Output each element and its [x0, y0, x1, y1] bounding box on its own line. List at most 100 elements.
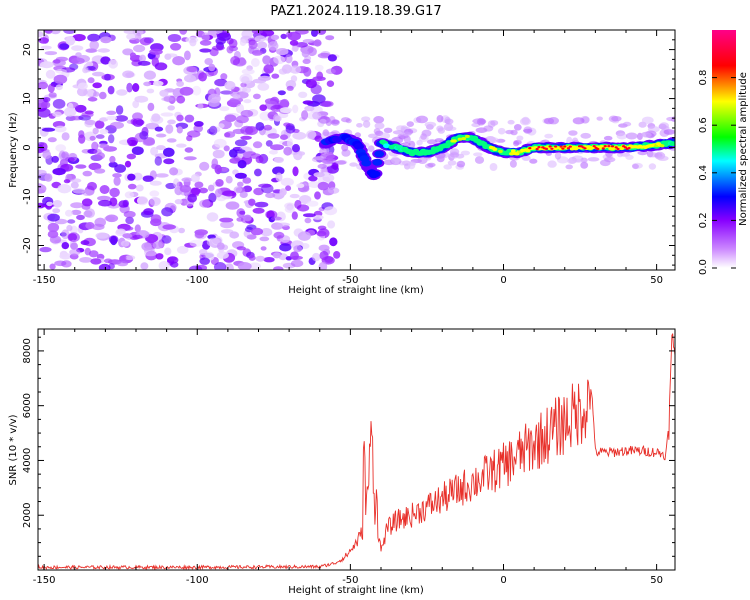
heatmap-cell	[509, 160, 517, 168]
trace-cell	[659, 144, 665, 148]
trace-cell	[525, 149, 531, 153]
heatmap-cell	[280, 33, 287, 40]
heatmap-cell	[118, 200, 129, 208]
heatmap-cell	[257, 82, 270, 91]
heatmap-cell	[155, 173, 169, 178]
heatmap-cell	[229, 231, 240, 239]
heatmap-cell	[81, 198, 93, 207]
heatmap-cell	[316, 30, 327, 35]
heatmap-cell	[66, 224, 73, 232]
heatmap-cell	[139, 54, 147, 63]
heatmap-cell	[176, 80, 185, 87]
snr-frame	[37, 328, 676, 571]
heatmap-cell	[314, 64, 324, 72]
x-tick-label: -100	[186, 575, 209, 586]
trace-cell	[370, 170, 381, 178]
heatmap-cell	[109, 187, 120, 198]
heatmap-cell	[154, 126, 164, 132]
heatmap-cell	[217, 32, 231, 41]
heatmap-cell	[163, 95, 178, 103]
heatmap-cell	[290, 259, 304, 268]
heatmap-cell	[239, 191, 248, 198]
heatmap-cell	[243, 214, 252, 222]
spectrogram-x-axis: -150 -100 -50 0 50	[33, 30, 663, 286]
heatmap-cell	[115, 105, 124, 115]
heatmap-cell	[216, 251, 229, 259]
x-tick-label: -50	[342, 575, 358, 586]
heatmap-cell	[57, 184, 72, 194]
trace-cell	[548, 145, 552, 148]
heatmap-cell	[568, 130, 578, 136]
heatmap-cell	[70, 242, 78, 250]
spectrogram-heatmap	[38, 30, 675, 270]
heatmap-cell	[149, 190, 160, 197]
heatmap-cell	[285, 185, 292, 191]
heatmap-cell	[565, 164, 573, 170]
spectrogram-x-label: Height of straight line (km)	[288, 285, 424, 296]
heatmap-cell	[284, 205, 295, 213]
heatmap-cell	[122, 233, 133, 239]
heatmap-cell	[641, 116, 654, 125]
heatmap-cell	[162, 224, 176, 230]
heatmap-cell	[361, 116, 371, 122]
heatmap-cell	[483, 125, 494, 132]
heatmap-cell	[307, 47, 317, 57]
heatmap-cell	[406, 121, 414, 127]
trace-cell	[669, 141, 675, 147]
heatmap-cell	[199, 48, 212, 53]
heatmap-cell	[523, 128, 533, 133]
heatmap-cell	[255, 122, 265, 131]
heatmap-cell	[117, 261, 128, 267]
heatmap-cell	[140, 262, 149, 270]
heatmap-cell	[137, 196, 148, 206]
heatmap-cell	[77, 82, 88, 90]
heatmap-cell	[43, 97, 51, 103]
heatmap-cell	[267, 41, 279, 51]
heatmap-cell	[86, 61, 94, 68]
trace-cell	[561, 147, 565, 150]
heatmap-cell	[208, 192, 217, 203]
heatmap-cell	[279, 107, 293, 114]
heatmap-cell	[70, 209, 82, 215]
trace-cell	[510, 149, 516, 153]
heatmap-cell	[240, 125, 254, 135]
heatmap-cell	[283, 146, 293, 156]
heatmap-cell	[52, 200, 63, 208]
heatmap-cell	[155, 133, 167, 138]
heatmap-cell	[38, 37, 49, 44]
heatmap-cell	[505, 129, 514, 135]
heatmap-cell	[213, 138, 227, 148]
heatmap-cell	[580, 161, 589, 169]
heatmap-cell	[390, 156, 400, 164]
heatmap-cell	[416, 115, 428, 124]
heatmap-cell	[242, 177, 252, 184]
snr-panel: -150 -100 -50 0 50 2000 4000 6000 8000 Height o…	[8, 328, 676, 596]
heatmap-cell	[133, 44, 146, 53]
heatmap-cell	[281, 64, 293, 74]
heatmap-cell	[447, 160, 457, 166]
heatmap-cell	[572, 117, 585, 125]
heatmap-cell	[236, 208, 246, 218]
heatmap-cell	[258, 183, 272, 188]
heatmap-cell	[169, 167, 179, 176]
heatmap-cell	[45, 69, 56, 79]
y-tick-label: -10	[22, 188, 33, 204]
y-tick-label: 20	[22, 43, 33, 56]
trace-cell	[461, 137, 467, 141]
heatmap-cell	[229, 97, 244, 103]
heatmap-cell	[184, 147, 194, 153]
y-tick-label: 4000	[22, 448, 33, 473]
heatmap-cell	[120, 255, 127, 261]
trace-cell	[592, 145, 596, 148]
heatmap-cell	[341, 117, 351, 123]
heatmap-cell	[108, 263, 115, 270]
heatmap-cell	[617, 152, 624, 158]
heatmap-cell	[108, 134, 115, 144]
heatmap-cell	[132, 100, 140, 109]
heatmap-cell	[335, 160, 347, 165]
heatmap-cell	[317, 181, 329, 191]
heatmap-cell	[219, 106, 230, 112]
heatmap-cell	[580, 132, 591, 139]
heatmap-cell	[173, 178, 180, 188]
heatmap-cell	[204, 58, 213, 65]
